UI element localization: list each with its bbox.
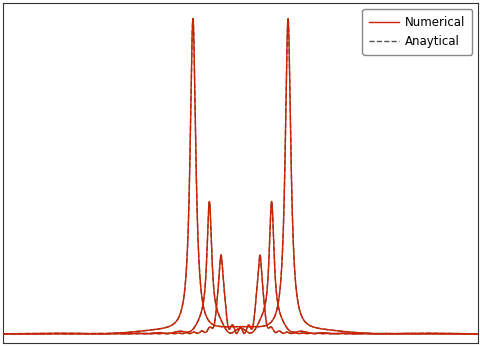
Numerical — [24, 331, 29, 336]
Numerical — [352, 330, 358, 335]
Anaytical — [172, 321, 178, 325]
Numerical — [285, 17, 290, 21]
Anaytical — [474, 332, 480, 336]
Anaytical — [285, 17, 290, 21]
Anaytical — [24, 331, 29, 336]
Legend: Numerical, Anaytical: Numerical, Anaytical — [361, 9, 471, 55]
Numerical — [281, 200, 287, 204]
Anaytical — [281, 200, 287, 204]
Numerical — [0, 332, 6, 336]
Line: Numerical: Numerical — [3, 19, 477, 334]
Numerical — [474, 332, 480, 336]
Numerical — [377, 331, 383, 336]
Anaytical — [352, 330, 358, 335]
Anaytical — [301, 319, 307, 324]
Line: Anaytical: Anaytical — [3, 19, 477, 334]
Anaytical — [377, 331, 383, 336]
Numerical — [172, 321, 178, 325]
Anaytical — [0, 332, 6, 336]
Numerical — [301, 319, 307, 324]
